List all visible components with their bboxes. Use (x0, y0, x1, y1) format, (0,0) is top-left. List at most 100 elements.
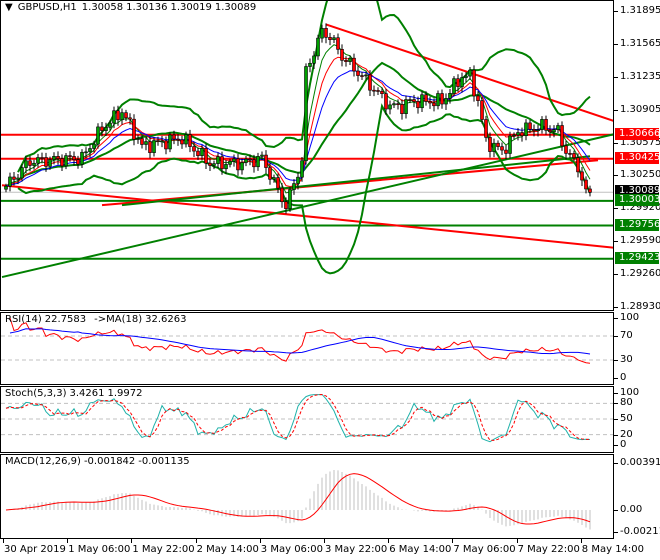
candle-body (564, 145, 568, 154)
candle-body (516, 132, 520, 136)
candle-body (132, 118, 136, 140)
candle-body (508, 135, 512, 154)
candle-body (164, 140, 168, 150)
candle-body (548, 129, 552, 133)
rsi-ma-name: ->MA(18) (94, 314, 143, 325)
price-tick (614, 274, 618, 276)
rsi-pane[interactable]: RSI(14) 22.7583 ->MA(18) 32.6263 (0, 312, 614, 385)
time-label: 2 May 14:00 (196, 544, 259, 555)
candle-body (500, 146, 504, 151)
chart-header: ▼ GBPUSD,H1 1.30058 1.30136 1.30019 1.30089 (5, 2, 261, 13)
trendline (325, 23, 613, 122)
trendline (1, 133, 613, 279)
candle-body (384, 93, 388, 110)
candle-body (440, 93, 444, 105)
symbol-label: GBPUSD,H1 (17, 2, 77, 13)
stoch-name: Stoch(5,3,3) (5, 388, 67, 399)
candle-body (392, 103, 396, 106)
candle-body (248, 158, 252, 161)
candle-body (460, 77, 464, 87)
rsi-canvas (1, 317, 613, 364)
candle-body (236, 158, 240, 171)
indicator-tick (614, 463, 618, 464)
time-label: 6 May 14:00 (389, 544, 452, 555)
candle-body (100, 126, 104, 131)
candle-body (532, 128, 536, 132)
indicator-tick (614, 318, 618, 319)
price-label: 1.29920 (620, 202, 660, 214)
time-axis[interactable]: 30 Apr 2019 1 May 06:00 1 May 22:00 2 May 1… (0, 539, 644, 560)
stochastic-pane[interactable]: Stoch(5,3,3) 3.4261 1.9972 (0, 386, 614, 453)
candle-body (276, 177, 280, 189)
stoch-label: Stoch(5,3,3) 3.4261 1.9972 (5, 388, 147, 399)
candle-body (196, 150, 200, 156)
candle-body (368, 74, 372, 91)
candle-body (156, 140, 160, 142)
candle-body (272, 177, 276, 180)
price-label: 1.30575 (620, 136, 660, 148)
candle-body (336, 37, 340, 50)
candle-body (208, 162, 212, 166)
price-label: 1.31565 (620, 37, 660, 49)
time-label: 30 Apr 2019 (4, 544, 66, 555)
time-tick (195, 539, 197, 543)
candle-body (520, 132, 524, 137)
candle-body (404, 99, 408, 114)
candle-body (116, 110, 120, 121)
candle-body (28, 160, 32, 166)
candle-body (36, 157, 40, 164)
macd-label: MACD(12,26,9) -0.001842 -0.001135 (5, 456, 195, 467)
candle-body (64, 155, 68, 167)
time-label: 1 May 06:00 (68, 544, 131, 555)
price-axis[interactable]: 1.31895 1.31565 1.31235 1.30905 1.30575 1.302… (614, 0, 660, 540)
price-chart-pane[interactable]: ▼ GBPUSD,H1 1.30058 1.30136 1.30019 1.30089 (0, 0, 614, 311)
dropdown-triangle-icon[interactable]: ▼ (5, 2, 13, 13)
time-label: 3 May 06:00 (260, 544, 324, 555)
candle-body (436, 93, 440, 107)
macd-pane[interactable]: MACD(12,26,9) -0.001842 -0.001135 (0, 454, 614, 539)
candle-body (376, 90, 380, 92)
candle-body (544, 119, 548, 131)
rsi-ma-line (9, 328, 591, 355)
candle-body (184, 134, 188, 145)
macd-axis-label: -0.002117 (620, 526, 660, 537)
candle-body (16, 177, 20, 180)
candle-body (140, 138, 144, 145)
candle-body (560, 125, 564, 147)
candle-body (212, 163, 216, 166)
candle-body (144, 141, 148, 145)
candle-body (536, 129, 540, 132)
candle-body (124, 112, 128, 119)
ema-mid-line (5, 56, 591, 188)
stoch-axis-label: 100 (620, 387, 640, 398)
macd-name: MACD(12,26,9) (5, 456, 81, 467)
candle-body (128, 117, 132, 120)
candle-body (456, 78, 460, 87)
candle-body (552, 129, 556, 133)
price-tick (614, 109, 618, 111)
candle-body (484, 119, 488, 138)
candle-body (188, 134, 192, 147)
candle-body (4, 185, 8, 190)
price-level-flag: 1.30666 (615, 127, 660, 140)
candle-body (352, 57, 356, 72)
price-chart-canvas (1, 1, 613, 279)
candle-body (220, 156, 224, 170)
candle-body (452, 78, 456, 94)
price-label: 1.30905 (620, 103, 660, 115)
time-label: 3 May 22:00 (325, 544, 388, 555)
rsi-ma-value: 32.6263 (145, 314, 187, 325)
candle-body (40, 157, 44, 159)
candle-body (380, 90, 384, 94)
candle-body (556, 125, 560, 130)
candle-body (32, 162, 36, 166)
price-tick (614, 76, 618, 78)
candle-body (216, 156, 220, 164)
candle-body (488, 137, 492, 152)
candle-body (568, 153, 572, 155)
time-label: 7 May 22:00 (517, 544, 580, 555)
candle-body (152, 140, 156, 153)
time-tick (3, 539, 4, 543)
stochastic-canvas (1, 393, 613, 443)
candle-body (192, 146, 196, 152)
